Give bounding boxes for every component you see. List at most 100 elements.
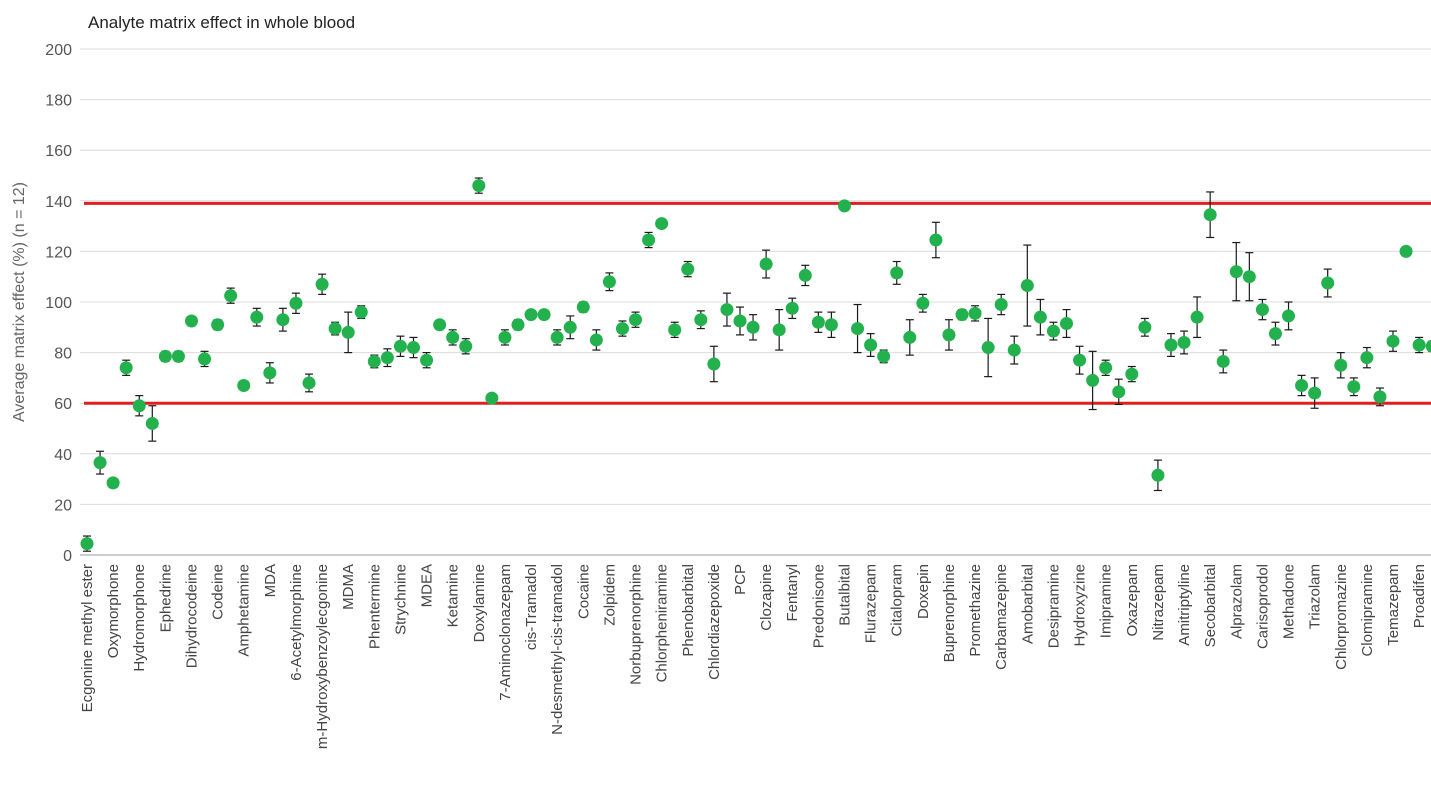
data-point [877,349,891,363]
y-axis-label: Average matrix effect (%) (n = 12) [11,182,28,422]
data-point-group [576,300,590,314]
x-tick-label: Triazolam [1307,564,1324,629]
data-point-group [864,333,878,357]
data-point [1086,373,1100,387]
data-point [106,476,120,490]
data-point-group [380,348,394,368]
data-point [733,314,747,328]
data-point [80,537,94,551]
y-tick-label: 160 [45,143,72,160]
data-point-group [550,329,564,346]
data-point [837,199,851,213]
data-point-group [263,362,277,384]
data-point-group [1086,350,1100,411]
y-tick-label: 180 [45,93,72,110]
x-tick-label: Clozapine [758,564,775,631]
data-point-group [1060,308,1073,339]
data-point-group [1255,298,1269,321]
x-tick-label: Zolpidem [601,564,618,626]
data-point-group [1308,377,1322,409]
data-point [1229,265,1243,279]
data-point-group [354,305,368,320]
data-point [328,322,342,336]
data-point [459,339,473,353]
data-point [524,308,538,322]
data-point-group [171,349,185,363]
data-point [289,296,303,310]
x-tick-label: Desipramine [1045,564,1062,648]
data-point-group [824,311,838,339]
data-point-group [746,314,760,341]
data-point [1151,468,1165,482]
data-point [276,313,290,327]
data-point-group [524,308,538,322]
data-point [851,322,865,336]
data-point-group [446,329,460,346]
data-point [681,262,695,276]
x-tick-label: Fentanyl [784,564,801,622]
data-point [485,391,499,405]
data-point [916,296,930,310]
y-tick-label: 0 [63,548,72,565]
data-point-group [289,292,303,314]
data-point-group [250,307,264,327]
data-point [341,325,355,339]
data-point [772,323,786,337]
x-tick-label: Secobarbital [1202,564,1219,647]
data-point-group [707,345,721,383]
x-tick-label: Hydroxyzine [1072,564,1089,647]
x-tick-label: Carisoprodol [1254,564,1271,649]
x-tick-label: Phenobarbital [680,564,697,657]
data-point [1216,354,1230,368]
x-tick-label: Dihydrocodeine [183,564,200,668]
data-point [498,330,512,344]
data-point [119,361,133,375]
data-point [1242,270,1256,284]
data-point [955,308,969,322]
data-point [1373,390,1387,404]
data-point [1033,310,1047,324]
data-point-group [1373,387,1387,407]
data-point-group [681,260,695,278]
data-point-group [158,349,172,363]
data-point [1425,339,1431,353]
data-point [655,217,669,231]
data-point-group [1425,339,1431,353]
data-point-group [511,318,525,332]
data-point [511,318,525,332]
data-point-group [903,319,917,356]
data-point-group [642,231,656,249]
x-tick-label: PCP [732,564,749,595]
data-point-group [1268,321,1282,346]
data-point-group [994,293,1008,316]
data-point-group [393,335,407,357]
data-point-group [276,307,290,332]
data-point [1347,380,1361,394]
data-point-group [132,395,146,417]
data-point-group [759,249,773,279]
data-point-group [1007,335,1021,365]
data-point-group [1216,349,1230,374]
data-point-group [485,391,499,405]
data-point-group [942,319,956,351]
x-tick-label: Alprazolam [1228,564,1245,639]
data-point [1282,309,1296,323]
y-tick-label: 20 [54,497,72,514]
data-point-group [315,273,329,296]
data-point-group [955,308,969,322]
data-point-group [1177,330,1191,355]
data-point-group [811,311,825,333]
data-point [1073,353,1087,367]
data-point [785,301,799,315]
data-point [942,328,956,342]
data-point [602,275,616,289]
data-point-group [106,476,120,490]
data-point-group [1020,244,1034,327]
gridlines [80,48,1431,556]
data-point-group [877,349,891,364]
data-point-group [341,311,355,354]
data-point [237,378,251,392]
data-point-group [1412,336,1426,354]
data-point [367,354,381,368]
data-point [1020,279,1034,293]
